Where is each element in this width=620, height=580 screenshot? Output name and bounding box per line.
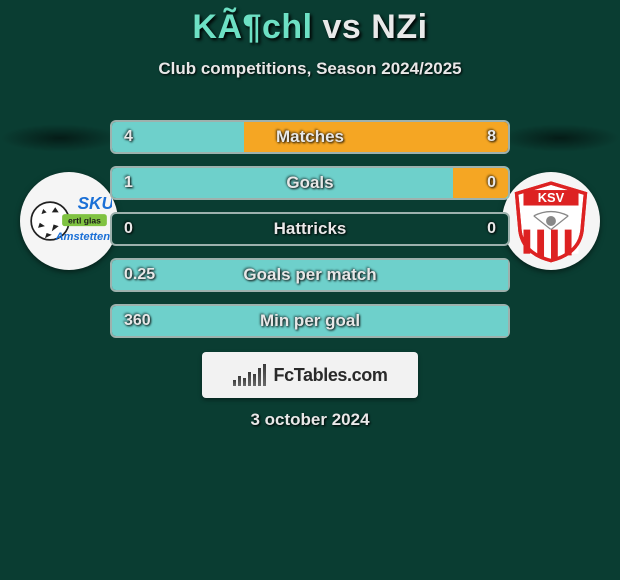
player2-name: NZi	[371, 8, 427, 46]
stat-label: Hattricks	[112, 219, 508, 239]
stat-row: 360Min per goal	[110, 304, 510, 338]
stat-row: 10Goals	[110, 166, 510, 200]
club-badge-left-svg: SKU ertl glas Amstetten	[26, 178, 112, 264]
badge-left-mid-text: ertl glas	[68, 216, 101, 226]
club-badge-left: SKU ertl glas Amstetten	[20, 172, 118, 270]
stats-panel: 48Matches 10Goals 00Hattricks 0.25Goals per…	[110, 120, 510, 350]
stat-label: Matches	[112, 127, 508, 147]
brand-box[interactable]: FcTables.com	[202, 352, 418, 398]
shadow-ellipse-right	[500, 124, 620, 152]
badge-left-top-text: SKU	[78, 193, 112, 213]
club-badge-right: KSV	[502, 172, 600, 270]
subtitle: Club competitions, Season 2024/2025	[0, 59, 620, 79]
badge-right-text: KSV	[538, 190, 565, 205]
title-vs: vs	[323, 8, 362, 46]
stat-row: 0.25Goals per match	[110, 258, 510, 292]
stat-label: Goals per match	[112, 265, 508, 285]
page-title: KÃ¶chl vs NZi	[0, 0, 620, 47]
badge-left-bot-text: Amstetten	[54, 231, 110, 243]
stat-row: 48Matches	[110, 120, 510, 154]
shadow-ellipse-left	[0, 124, 120, 152]
player1-name: KÃ¶chl	[192, 8, 312, 46]
stat-label: Goals	[112, 173, 508, 193]
stat-row: 00Hattricks	[110, 212, 510, 246]
date-text: 3 october 2024	[0, 410, 620, 430]
club-badge-right-svg: KSV	[508, 178, 594, 264]
brand-chart-icon	[233, 364, 266, 386]
stat-label: Min per goal	[112, 311, 508, 331]
brand-text: FcTables.com	[274, 365, 388, 386]
